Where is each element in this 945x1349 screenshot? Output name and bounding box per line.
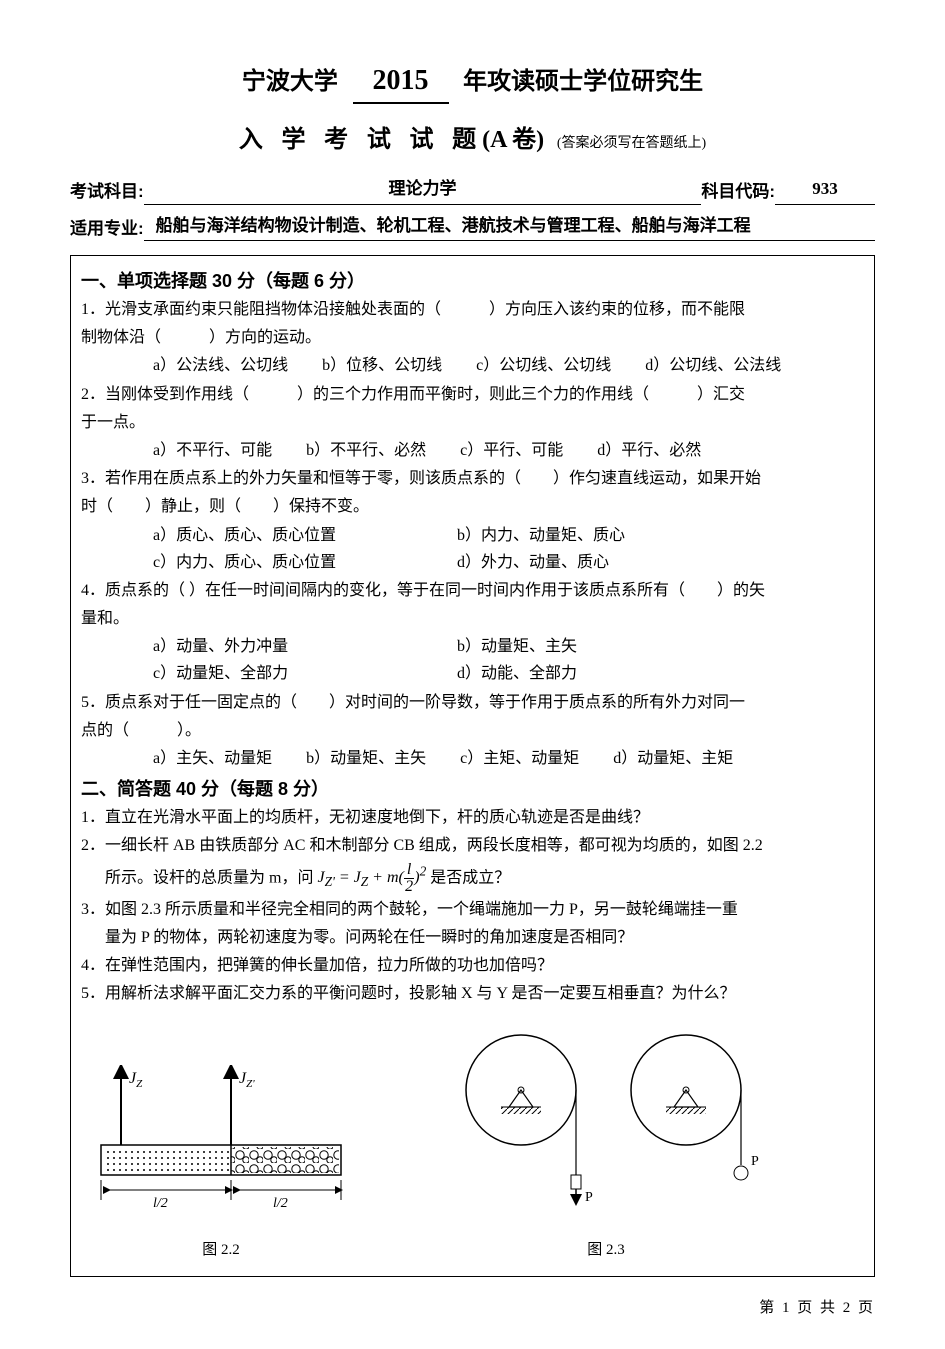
- svg-text:P: P: [585, 1190, 593, 1205]
- q1-opt-b: b）位移、公切线: [322, 357, 442, 374]
- s2-q2-pre: 所示。设杆的总质量为 m，问: [105, 869, 317, 886]
- s2-q3-line2: 量为 P 的物体，两轮初速度为零。问两轮在任一瞬时的角加速度是否相同？: [81, 924, 864, 951]
- q5-opt-c: c）主矩、动量矩: [460, 750, 579, 767]
- content-box: 一、单项选择题 30 分（每题 6 分） 1．光滑支承面约束只能阻挡物体沿接触处…: [70, 255, 875, 1277]
- q1-line2: 制物体沿（ ）方向的运动。: [81, 324, 864, 351]
- q2-opt-a: a）不平行、可能: [153, 442, 272, 459]
- fig23-caption: 图 2.3: [441, 1239, 771, 1262]
- svg-text:l/2: l/2: [153, 1196, 168, 1211]
- s2-q2-formula: JZ' = JZ + m(l2)2: [317, 869, 426, 886]
- svg-text:P: P: [751, 1154, 759, 1169]
- figure-2-3: P P: [441, 1025, 771, 1225]
- q5-line2: 点的（ ）。: [81, 717, 864, 744]
- q3-line2: 时（ ）静止，则（ ）保持不变。: [81, 493, 864, 520]
- svg-text:JZ': JZ': [239, 1070, 255, 1090]
- code-value: 933: [775, 176, 875, 205]
- university-suffix: 年攻读硕士学位研究生: [463, 68, 703, 95]
- q5-opt-b: b）动量矩、主矢: [306, 750, 426, 767]
- q3-opt-d: d）外力、动量、质心: [457, 549, 757, 576]
- q2-opt-d: d）平行、必然: [597, 442, 701, 459]
- figure-2-2-block: JZ JZ' l/2 l/2 图 2.: [81, 1065, 361, 1262]
- q2-line2: 于一点。: [81, 409, 864, 436]
- header-title: 宁波大学 2015 年攻读硕士学位研究生: [70, 60, 875, 104]
- meta-row-subject: 考试科目: 理论力学 科目代码: 933: [70, 176, 875, 205]
- svg-text:JZ: JZ: [129, 1070, 143, 1090]
- q2-options: a）不平行、可能 b）不平行、必然 c）平行、可能 d）平行、必然: [81, 437, 864, 464]
- section1-heading: 一、单项选择题 30 分（每题 6 分）: [81, 268, 864, 295]
- q4-line2: 量和。: [81, 605, 864, 632]
- q3-opt-a: a）质心、质心、质心位置: [153, 522, 453, 549]
- s2-q2-line1: 2．一细长杆 AB 由铁质部分 AC 和木制部分 CB 组成，两段长度相等，都可…: [81, 832, 864, 859]
- page-footer: 第 1 页 共 2 页: [70, 1297, 875, 1320]
- s2-q2-line2: 所示。设杆的总质量为 m，问 JZ' = JZ + m(l2)2 是否成立？: [81, 861, 864, 895]
- section2-heading: 二、简答题 40 分（每题 8 分）: [81, 776, 864, 803]
- q1-opt-d: d）公切线、公法线: [645, 357, 781, 374]
- subject-value: 理论力学: [144, 176, 702, 205]
- q1-opt-a: a）公法线、公切线: [153, 357, 288, 374]
- s2-q2-post: 是否成立？: [430, 869, 510, 886]
- s2-q1: 1．直立在光滑水平面上的均质杆，无初速度地倒下，杆的质心轨迹是否是曲线？: [81, 804, 864, 831]
- exam-year: 2015: [353, 60, 449, 104]
- q4-opt-c: c）动量矩、全部力: [153, 660, 453, 687]
- university-prefix: 宁波大学: [242, 68, 338, 95]
- q3-options: a）质心、质心、质心位置 b）内力、动量矩、质心 c）内力、质心、质心位置 d）…: [81, 522, 864, 576]
- q5-opt-a: a）主矢、动量矩: [153, 750, 272, 767]
- meta-row-major: 适用专业: 船舶与海洋结构物设计制造、轮机工程、港航技术与管理工程、船舶与海洋工…: [70, 213, 875, 242]
- paper-tag: (A 卷): [482, 127, 544, 153]
- major-value: 船舶与海洋结构物设计制造、轮机工程、港航技术与管理工程、船舶与海洋工程: [144, 213, 875, 242]
- q4-opt-a: a）动量、外力冲量: [153, 633, 453, 660]
- q3-line1: 3．若作用在质点系上的外力矢量和恒等于零，则该质点系的（ ）作匀速直线运动，如果…: [81, 465, 864, 492]
- q5-line1: 5．质点系对于任一固定点的（ ）对时间的一阶导数，等于作用于质点系的所有外力对同…: [81, 689, 864, 716]
- q2-opt-b: b）不平行、必然: [306, 442, 426, 459]
- q4-opt-b: b）动量矩、主矢: [457, 633, 757, 660]
- q2-line1: 2．当刚体受到作用线（ ）的三个力作用而平衡时，则此三个力的作用线（ ）汇交: [81, 381, 864, 408]
- q1-options: a）公法线、公切线 b）位移、公切线 c）公切线、公切线 d）公切线、公法线: [81, 352, 864, 379]
- q2-opt-c: c）平行、可能: [460, 442, 563, 459]
- header-subtitle: 入 学 考 试 试 题(A 卷) (答案必须写在答题纸上): [70, 122, 875, 158]
- s2-q3-line1: 3．如图 2.3 所示质量和半径完全相同的两个鼓轮，一个绳端施加一力 P，另一鼓…: [81, 896, 864, 923]
- q1-line1: 1．光滑支承面约束只能阻挡物体沿接触处表面的（ ）方向压入该约束的位移，而不能限: [81, 296, 864, 323]
- figures-row: JZ JZ' l/2 l/2 图 2.: [81, 1025, 864, 1262]
- svg-text:l/2: l/2: [273, 1196, 288, 1211]
- q5-options: a）主矢、动量矩 b）动量矩、主矢 c）主矩、动量矩 d）动量矩、主矩: [81, 745, 864, 772]
- q4-line1: 4．质点系的（ ）在任一时间间隔内的变化，等于在同一时间内作用于该质点系所有（ …: [81, 577, 864, 604]
- q3-opt-c: c）内力、质心、质心位置: [153, 549, 453, 576]
- fig22-caption: 图 2.2: [81, 1239, 361, 1262]
- subtitle-note: (答案必须写在答题纸上): [557, 136, 706, 151]
- q3-opt-b: b）内力、动量矩、质心: [457, 522, 757, 549]
- figure-2-2: JZ JZ' l/2 l/2: [81, 1065, 361, 1225]
- s2-q5: 5．用解析法求解平面汇交力系的平衡问题时，投影轴 X 与 Y 是否一定要互相垂直…: [81, 980, 864, 1007]
- code-label: 科目代码:: [701, 179, 775, 205]
- q4-options: a）动量、外力冲量 b）动量矩、主矢 c）动量矩、全部力 d）动能、全部力: [81, 633, 864, 687]
- q1-opt-c: c）公切线、公切线: [476, 357, 611, 374]
- q4-opt-d: d）动能、全部力: [457, 660, 757, 687]
- subtitle-main: 入 学 考 试 试 题: [239, 126, 482, 153]
- s2-q4: 4．在弹性范围内，把弹簧的伸长量加倍，拉力所做的功也加倍吗？: [81, 952, 864, 979]
- figure-2-3-block: P P 图 2.3: [441, 1025, 771, 1262]
- subject-label: 考试科目:: [70, 179, 144, 205]
- major-label: 适用专业:: [70, 216, 144, 242]
- q5-opt-d: d）动量矩、主矩: [613, 750, 733, 767]
